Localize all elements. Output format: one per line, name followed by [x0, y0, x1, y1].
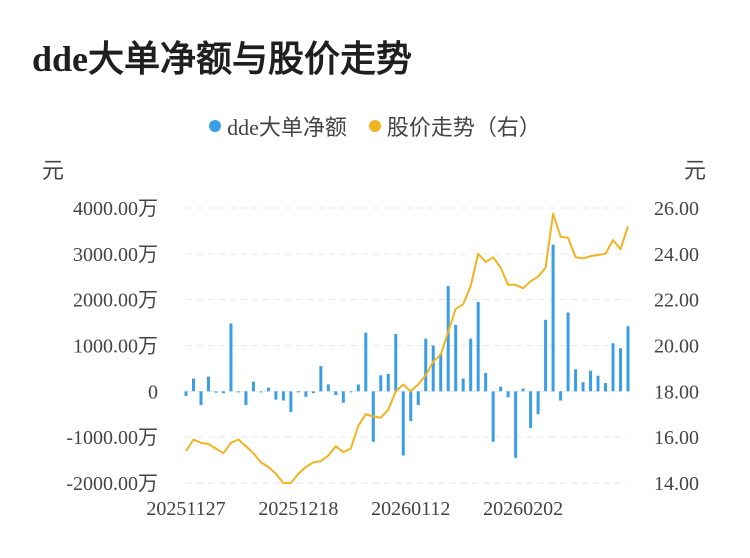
left-tick-label: 4000.00万: [73, 198, 158, 220]
right-tick-label: 26.00: [654, 198, 699, 220]
dde-bar: [446, 285, 450, 392]
dde-bar: [439, 353, 443, 392]
dde-bar: [199, 391, 203, 406]
legend-label-dde: dde大单净额: [227, 115, 347, 140]
dde-bar: [544, 319, 548, 392]
right-tick-label: 22.00: [654, 290, 699, 312]
dde-bar: [536, 391, 540, 415]
dde-bar: [191, 378, 195, 392]
dde-bar: [281, 391, 285, 401]
dde-bar: [521, 388, 525, 392]
dde-bar: [296, 391, 300, 393]
left-tick-label: 3000.00万: [73, 244, 158, 266]
dde-bar: [619, 348, 623, 392]
dde-bar: [454, 324, 458, 392]
chart-legend: dde大单净额 股价走势（右）: [0, 110, 750, 142]
dde-bar: [514, 391, 518, 458]
grid-lines: [186, 207, 628, 484]
legend-label-price: 股价走势（右）: [386, 115, 541, 140]
left-tick-label: 1000.00万: [73, 336, 158, 358]
right-tick-label: 18.00: [654, 381, 699, 403]
dde-bar: [506, 391, 510, 398]
legend-dot-price: [368, 120, 381, 132]
dde-bar: [589, 370, 593, 392]
dde-bar: [626, 326, 630, 392]
dde-bar: [394, 334, 398, 392]
left-tick-label: 0: [148, 381, 158, 403]
axis-labels: 元 元 4000.00万 3000.00万 2000.00万 1000.00万 0 -10…: [42, 158, 706, 520]
dde-bar: [596, 375, 600, 392]
dde-bar: [221, 391, 225, 394]
dde-bar: [229, 323, 233, 392]
dde-bar: [529, 391, 533, 428]
dde-bar: [251, 381, 255, 392]
left-tick-label: 2000.00万: [73, 290, 158, 312]
legend-dot-dde: [209, 120, 222, 132]
dde-bar: [266, 387, 270, 392]
right-tick-label: 14.00: [654, 473, 699, 495]
dde-bar: [244, 391, 248, 406]
dde-bar: [424, 338, 428, 392]
dde-bar: [409, 391, 413, 422]
dde-bar: [461, 378, 465, 392]
dde-bar: [304, 391, 308, 397]
dde-bar: [559, 391, 563, 401]
dde-bar: [184, 391, 188, 396]
dde-bar: [341, 391, 345, 403]
dde-bar: [311, 391, 315, 394]
dde-bar: [326, 384, 330, 392]
dde-bar: [214, 391, 218, 393]
dde-bar: [319, 366, 323, 392]
dde-bar: [349, 391, 353, 393]
dde-bar: [431, 345, 435, 392]
dde-bar: [274, 391, 278, 400]
dde-bar: [289, 391, 293, 412]
left-tick-label: -1000.00万: [66, 427, 158, 449]
x-tick-label: 20260202: [483, 498, 563, 520]
left-tick-label: -2000.00万: [66, 473, 158, 495]
price-line: [185, 212, 629, 484]
legend-item-dde[interactable]: dde大单净额: [209, 110, 347, 142]
dde-bar: [581, 382, 585, 392]
right-tick-label: 24.00: [654, 244, 699, 266]
legend-item-price[interactable]: 股价走势（右）: [368, 110, 541, 142]
dde-bar: [379, 375, 383, 392]
dde-bar: [611, 343, 615, 392]
dde-bar: [476, 301, 480, 392]
line-series: [185, 212, 629, 484]
dde-bar: [604, 383, 608, 392]
right-tick-label: 16.00: [654, 427, 699, 449]
x-tick-label: 20251218: [258, 498, 338, 520]
dde-bar: [364, 332, 368, 392]
dde-bar: [499, 386, 503, 392]
dde-bar: [551, 244, 555, 392]
x-tick-label: 20251127: [146, 498, 225, 520]
dde-bar: [386, 373, 390, 392]
left-axis-unit: 元: [42, 158, 64, 183]
dde-bar: [566, 312, 570, 392]
dde-bar: [356, 384, 360, 392]
dde-bar: [334, 391, 338, 395]
dde-bar: [206, 376, 210, 392]
bar-series: [184, 244, 630, 458]
dde-bar: [469, 338, 473, 392]
dde-bar: [259, 391, 263, 393]
dde-bar: [574, 369, 578, 392]
x-tick-label: 20260112: [371, 498, 450, 520]
dde-bar: [236, 391, 240, 393]
dde-bar: [484, 373, 488, 392]
right-axis-unit: 元: [684, 158, 706, 183]
dde-bar: [401, 391, 405, 456]
right-tick-label: 20.00: [654, 336, 699, 358]
dde-bar: [491, 391, 495, 442]
dde-bar: [416, 391, 420, 406]
chart-title: dde大单净额与股价走势: [32, 39, 413, 79]
